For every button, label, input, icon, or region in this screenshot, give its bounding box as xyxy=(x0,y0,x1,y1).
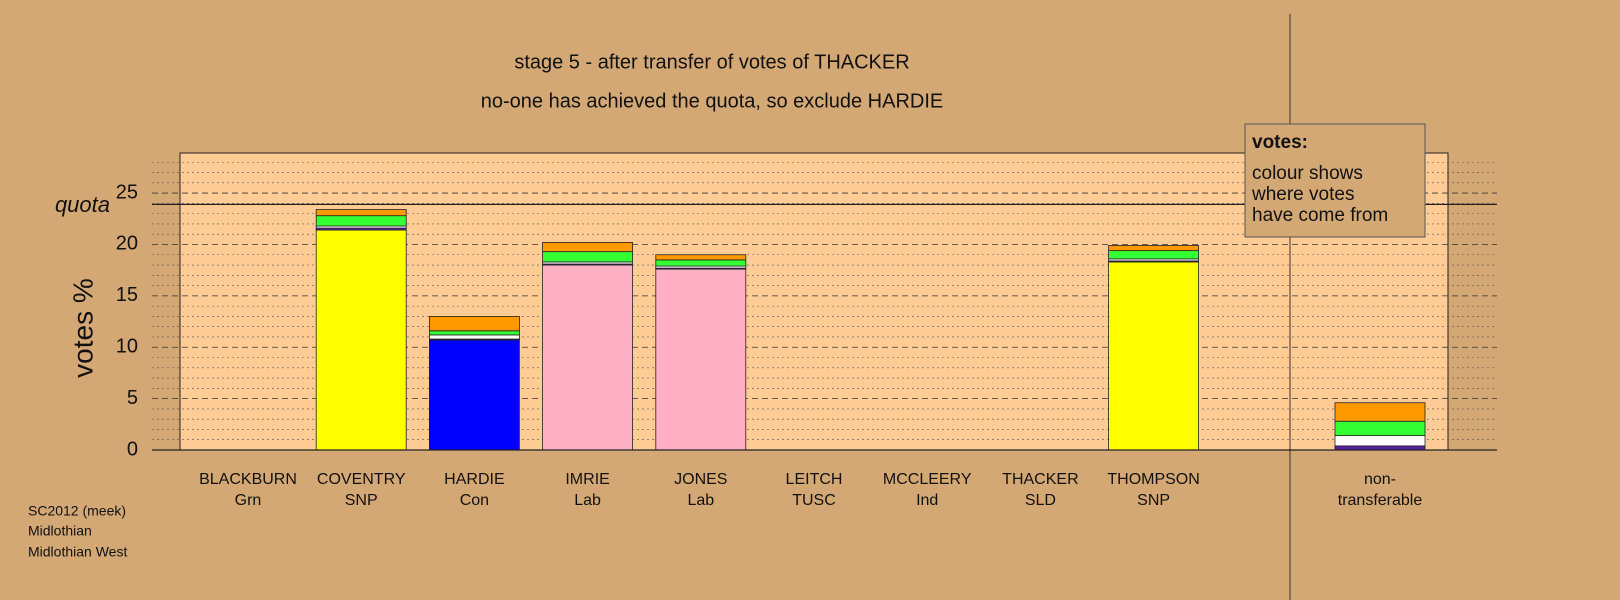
x-tick-label: HARDIE xyxy=(444,471,504,488)
y-tick-label: 25 xyxy=(116,181,138,203)
bar-segment xyxy=(428,316,520,332)
bar-segment xyxy=(655,254,747,261)
chart-title: stage 5 - after transfer of votes of THA… xyxy=(514,51,909,73)
bar-segment xyxy=(1108,245,1199,252)
bar-segment xyxy=(315,229,407,451)
x-tick-label: IMRIE xyxy=(565,471,609,488)
bar-segment xyxy=(428,330,520,336)
x-tick-label: LEITCH xyxy=(786,471,843,488)
x-tick-sublabel: Lab xyxy=(574,492,601,509)
y-tick-label: 15 xyxy=(116,284,138,306)
x-tick-label: non- xyxy=(1364,471,1396,488)
note-line: colour shows xyxy=(1252,163,1363,184)
y-tick-label: 5 xyxy=(127,387,138,409)
bar-segment xyxy=(542,251,633,263)
footer-line: SC2012 (meek) xyxy=(28,503,126,519)
bar-segment xyxy=(655,268,747,451)
x-tick-sublabel: SNP xyxy=(1137,492,1170,509)
note-line: have come from xyxy=(1252,205,1388,226)
x-tick-sublabel: Con xyxy=(460,492,489,509)
x-tick-label: THACKER xyxy=(1002,471,1078,488)
bar-segment xyxy=(542,264,633,451)
x-tick-sublabel: Ind xyxy=(916,492,938,509)
bar-segment xyxy=(1334,435,1426,447)
x-tick-sublabel: Lab xyxy=(687,492,714,509)
x-tick-sublabel: transferable xyxy=(1338,492,1423,509)
quota-label: quota xyxy=(55,192,110,217)
x-tick-label: BLACKBURN xyxy=(199,471,297,488)
y-tick-label: 10 xyxy=(116,336,138,358)
bar-segment xyxy=(428,339,520,451)
bar-segment xyxy=(1334,420,1426,437)
chart-subtitle: no-one has achieved the quota, so exclud… xyxy=(481,90,944,112)
y-tick-label: 0 xyxy=(127,438,138,460)
bar-segment xyxy=(1108,261,1199,451)
y-axis-label: votes % xyxy=(67,278,98,378)
x-tick-sublabel: SLD xyxy=(1025,492,1056,509)
note-heading: votes: xyxy=(1252,132,1308,153)
footer-line: Midlothian xyxy=(28,523,92,539)
footer-line: Midlothian West xyxy=(28,544,127,560)
x-tick-label: THOMPSON xyxy=(1107,471,1199,488)
x-tick-label: MCCLEERY xyxy=(883,471,972,488)
bar-segment xyxy=(315,209,407,217)
bar-segment xyxy=(315,215,407,227)
x-tick-sublabel: SNP xyxy=(345,492,378,509)
bar-segment xyxy=(1334,445,1426,451)
bar-segment xyxy=(428,334,520,340)
bar-segment xyxy=(1334,402,1426,422)
y-tick-label: 20 xyxy=(116,233,138,255)
note-box xyxy=(1244,123,1426,238)
x-tick-sublabel: TUSC xyxy=(792,492,836,509)
x-tick-label: JONES xyxy=(674,471,727,488)
note-line: where votes xyxy=(1251,184,1354,205)
x-tick-label: COVENTRY xyxy=(317,471,406,488)
bar-segment xyxy=(1108,250,1199,260)
bar-segment xyxy=(655,259,747,267)
bar-segment xyxy=(542,242,633,253)
x-tick-sublabel: Grn xyxy=(235,492,262,509)
